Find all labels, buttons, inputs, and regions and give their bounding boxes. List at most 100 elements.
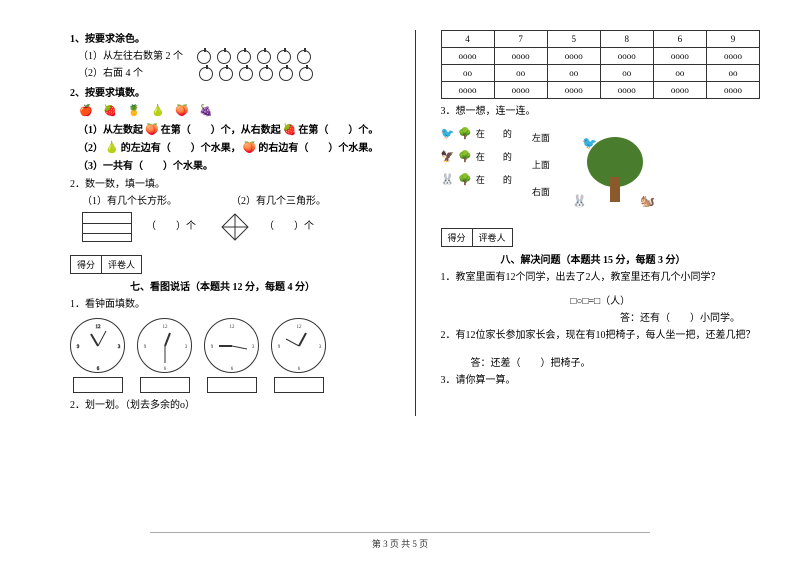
apple-icon	[279, 67, 293, 81]
blank-2: （ ）个	[264, 220, 314, 234]
apple-icon	[237, 50, 251, 64]
match-label: 在 的	[476, 173, 512, 186]
svg-text:3: 3	[319, 345, 322, 350]
apple-icon	[239, 67, 253, 81]
table-cell: oooo	[600, 48, 653, 65]
apple-icon	[277, 50, 291, 64]
pos-left: 左面	[532, 131, 550, 144]
table-cell: oooo	[547, 48, 600, 65]
q2-sub2c: 的右边有（ ）个水果。	[258, 142, 378, 156]
score-label: 得分	[442, 229, 473, 246]
table-cell: 4	[441, 31, 494, 48]
match-row: 🐰 🌳 在 的	[441, 173, 512, 186]
clock-unit: 12369	[204, 318, 259, 393]
q8-ans2: 答：还差（ ）把椅子。	[441, 357, 761, 371]
pos-top: 上面	[532, 158, 550, 171]
svg-text:6: 6	[97, 367, 100, 372]
q8-sub1: 1．教室里面有12个同学，出去了2人，教室里还有几个小同学？	[441, 271, 761, 285]
q2-sub2-row: （2） 🍐 的左边有（ ）个水果， 🍑 的右边有（ ）个水果。	[70, 141, 390, 156]
match-label: 在 的	[476, 150, 512, 163]
apple-icon	[219, 67, 233, 81]
table-cell: oooo	[494, 82, 547, 99]
table-cell: oo	[547, 65, 600, 82]
svg-text:9: 9	[144, 345, 147, 350]
q2-sub2a: （2）	[78, 142, 103, 156]
peach-icon: 🍑	[174, 104, 190, 120]
table-cell: 9	[706, 31, 759, 48]
clocks-row: 12 3 6 9 12369	[70, 318, 390, 393]
clock-face: 12369	[137, 318, 192, 373]
svg-text:🐰: 🐰	[572, 194, 587, 208]
apple-icon	[197, 50, 211, 64]
tree-picture: 🐦 🐰 🐿️	[570, 127, 660, 212]
bird-icon: 🦅	[441, 150, 455, 163]
answer-box[interactable]	[207, 377, 257, 393]
left-column: 1、按要求涂色。 （1）从左往右数第 2 个 （2）右面 4 个	[70, 30, 390, 416]
table-cell: oooo	[494, 48, 547, 65]
column-divider	[415, 30, 416, 416]
apple-fruit-icon: 🍎	[78, 104, 94, 120]
number-table: 4 7 5 8 6 9 oooo oooo oooo oooo oooo ooo…	[441, 30, 761, 99]
q2-sub2b: 的左边有（ ）个水果，	[121, 142, 241, 156]
clock-unit: 12 3 6 9	[70, 318, 125, 393]
table-cell: oooo	[653, 48, 706, 65]
svg-text:9: 9	[278, 345, 281, 350]
peach-icon: 🍑	[243, 141, 257, 156]
table-row: 4 7 5 8 6 9	[441, 31, 760, 48]
q8-sub2: 2．有12位家长参加家长会，现在有10把椅子，每人坐一把，还差几把？	[441, 329, 761, 343]
q1-title: 1、按要求涂色。	[70, 33, 390, 47]
q2-title: 2、按要求填数。	[70, 87, 390, 101]
answer-box[interactable]	[73, 377, 123, 393]
apple-icon	[299, 67, 313, 81]
table-cell: oooo	[441, 82, 494, 99]
answer-box[interactable]	[274, 377, 324, 393]
q7-sub1: 1．看钟面填数。	[70, 298, 390, 312]
svg-text:🐿️: 🐿️	[640, 194, 655, 208]
answer-box[interactable]	[140, 377, 190, 393]
svg-text:3: 3	[252, 345, 255, 350]
table-cell: oooo	[441, 48, 494, 65]
q8-sub3: 3．请你算一算。	[441, 374, 761, 388]
svg-text:9: 9	[77, 345, 80, 350]
table-cell: oo	[441, 65, 494, 82]
page-footer: 第 3 页 共 5 页	[0, 532, 800, 550]
bird-icon: 🐦	[441, 127, 455, 140]
apple-icon	[297, 50, 311, 64]
q2-sub1-row: （1）从左数起 🍑 在第（ ）个，从右数起 🍓 在第（ ）个。	[70, 123, 390, 138]
rabbit-icon: 🐰	[441, 173, 455, 186]
table-cell: oo	[600, 65, 653, 82]
tree-icon: 🌳	[458, 173, 472, 186]
pineapple-icon: 🍍	[126, 104, 142, 120]
table-cell: oooo	[706, 82, 759, 99]
match-row: 🦅 🌳 在 的	[441, 150, 512, 163]
table-cell: oooo	[547, 82, 600, 99]
match-row: 🐦 🌳 在 的	[441, 127, 512, 140]
q2-sub3: （3）一共有（ ）个水果。	[70, 160, 390, 174]
table-cell: 5	[547, 31, 600, 48]
q1-sub1-row: （1）从左往右数第 2 个	[70, 50, 390, 64]
match-area: 🐦 🌳 在 的 🦅 🌳 在 的 🐰 🌳 在 的 左面 上面	[441, 127, 761, 212]
q1-sub1: （1）从左往右数第 2 个	[78, 50, 183, 64]
table-row: oo oo oo oo oo oo	[441, 65, 760, 82]
table-cell: 7	[494, 31, 547, 48]
grader-label: 评卷人	[473, 229, 512, 246]
q1-sub2: （2）右面 4 个	[78, 67, 143, 81]
q2-sub1b: 在第（ ）个，从右数起	[161, 124, 281, 138]
apple-icon	[257, 50, 271, 64]
table-cell: oo	[653, 65, 706, 82]
table-cell: 6	[653, 31, 706, 48]
q1-sub2-row: （2）右面 4 个	[70, 67, 390, 81]
score-label: 得分	[71, 256, 102, 273]
table-cell: oooo	[600, 82, 653, 99]
apple-icon	[199, 67, 213, 81]
svg-text:12: 12	[96, 325, 102, 330]
svg-text:12: 12	[297, 325, 303, 330]
fruit-row: 🍎 🍓 🍍 🍐 🍑 🍇	[70, 104, 390, 120]
table-cell: oo	[494, 65, 547, 82]
svg-text:9: 9	[211, 345, 214, 350]
q3-subs: （1）有几个长方形。 （2）有几个三角形。	[70, 195, 390, 209]
svg-text:3: 3	[185, 345, 188, 350]
match-left: 🐦 🌳 在 的 🦅 🌳 在 的 🐰 🌳 在 的	[441, 127, 512, 212]
q8-title: 八、解决问题（本题共 15 分，每题 3 分）	[441, 254, 761, 268]
table-cell: 8	[600, 31, 653, 48]
